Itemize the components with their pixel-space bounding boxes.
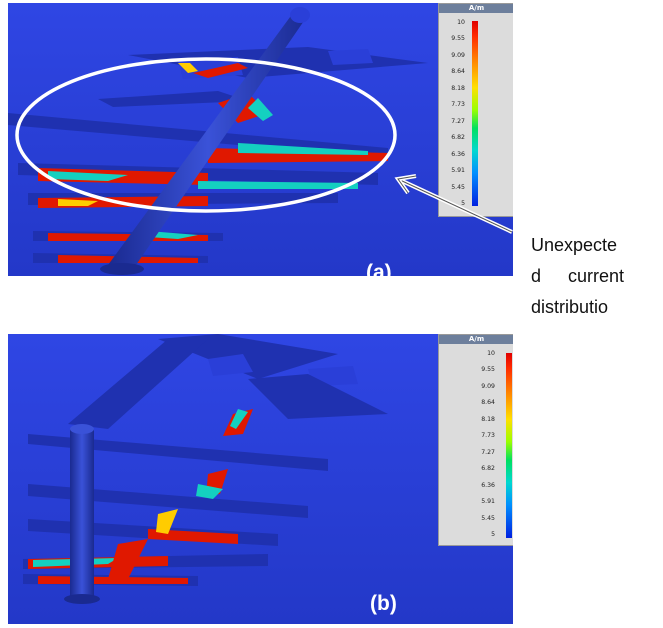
color-legend-a: A/m 10 9.55 9.09 8.64 8.18 7.73 7.27 6.8… (438, 3, 513, 217)
annotation-line-3: distributio (531, 297, 609, 317)
legend-tick: 9.55 (481, 366, 495, 373)
legend-tick: 6.36 (481, 482, 495, 489)
legend-tick: 7.73 (481, 432, 495, 439)
legend-tick: 5 (491, 531, 495, 538)
legend-unit-b: A/m (439, 335, 513, 344)
legend-tick: 9.09 (481, 383, 495, 390)
current-distribution-render-b (8, 334, 513, 624)
annotation-line-1: Unexpecte (531, 235, 618, 255)
legend-tick: 8.18 (451, 85, 465, 92)
panel-label-b: (b) (370, 592, 397, 615)
simulation-panel-b: A/m 10 9.55 9.09 8.64 8.18 7.73 7.27 6.8… (8, 334, 513, 624)
legend-tick: 5.91 (481, 498, 495, 505)
annotation-line-2-text: d current (531, 266, 625, 286)
legend-tick: 8.64 (451, 68, 465, 75)
legend-tick: 7.27 (481, 449, 495, 456)
legend-tick: 7.73 (451, 101, 465, 108)
legend-tick: 5.45 (481, 515, 495, 522)
legend-unit-a: A/m (439, 4, 513, 13)
color-legend-b: A/m 10 9.55 9.09 8.64 8.18 7.73 7.27 6.8… (438, 334, 513, 546)
legend-tick: 5.91 (451, 167, 465, 174)
legend-tick: 6.82 (481, 465, 495, 472)
legend-tick: 10 (487, 350, 495, 357)
legend-tick: 7.27 (451, 118, 465, 125)
legend-tick: 6.36 (451, 151, 465, 158)
legend-tick: 8.64 (481, 399, 495, 406)
legend-tick: 8.18 (481, 416, 495, 423)
legend-colorbar-a (472, 21, 478, 206)
legend-tick: 10 (457, 19, 465, 26)
legend-tick: 6.82 (451, 134, 465, 141)
current-distribution-render-a (8, 3, 513, 276)
legend-tick: 9.55 (451, 35, 465, 42)
simulation-panel-a: A/m 10 9.55 9.09 8.64 8.18 7.73 7.27 6.8… (8, 3, 513, 276)
legend-tick: 5 (461, 200, 465, 207)
annotation-line-2: d current (531, 261, 653, 292)
legend-colorbar-b (506, 353, 512, 538)
legend-tick: 5.45 (451, 184, 465, 191)
legend-tick: 9.09 (451, 52, 465, 59)
annotation-text: Unexpecte d current distributio (531, 230, 653, 323)
panel-label-a: (a) (366, 261, 392, 276)
